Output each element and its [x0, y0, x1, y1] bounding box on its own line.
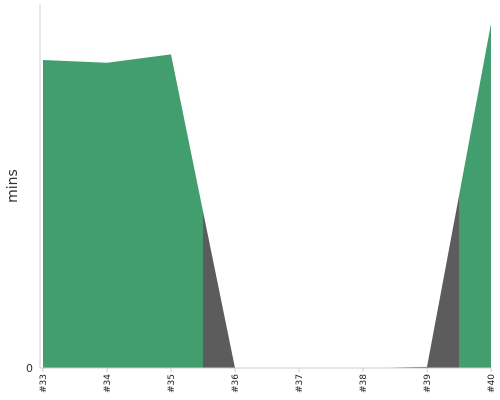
x-tick-label: #34	[103, 374, 113, 393]
x-tick-label: #36	[231, 374, 241, 393]
x-tick-label: #33	[39, 374, 49, 393]
x-tick-label: #40	[487, 374, 497, 393]
y-axis-title: mins	[5, 169, 21, 203]
plot-areas	[43, 23, 491, 368]
x-tick-label: #35	[167, 374, 177, 393]
area-series-green	[43, 23, 491, 368]
y-tick-label-zero: 0	[26, 362, 33, 375]
x-tick-label: #38	[359, 374, 369, 393]
x-tick-label: #39	[423, 374, 433, 393]
area-series-gray	[203, 195, 459, 368]
x-tick-label: #37	[295, 374, 305, 393]
x-axis-ticks: #33 #34 #35 #36 #37 #38 #39 #40	[39, 368, 497, 393]
